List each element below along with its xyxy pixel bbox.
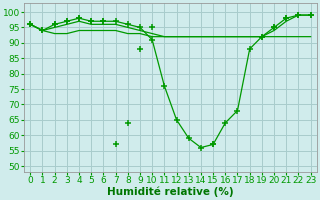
X-axis label: Humidité relative (%): Humidité relative (%): [107, 187, 234, 197]
